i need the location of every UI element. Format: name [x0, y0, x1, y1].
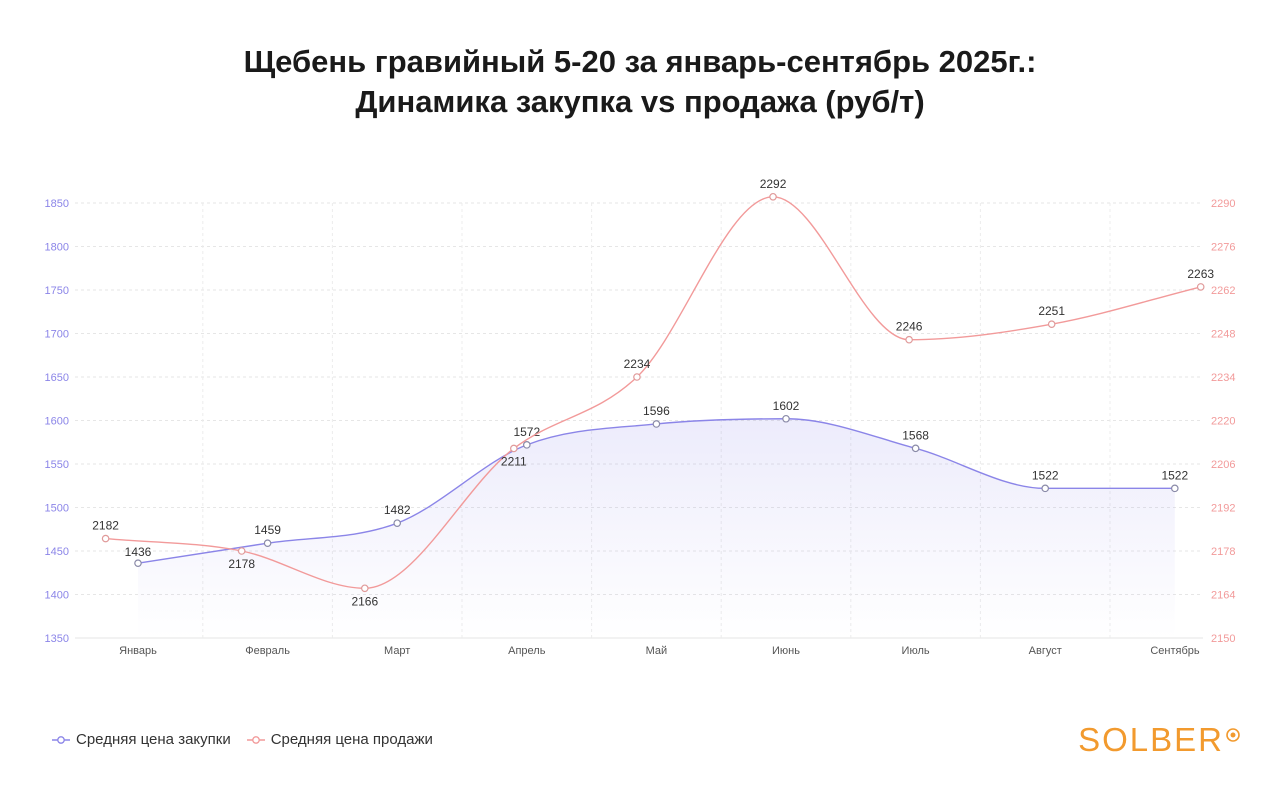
- data-label-sale: 2178: [228, 557, 255, 571]
- y-right-tick-label: 2178: [1211, 546, 1235, 558]
- legend-label-sale: Средняя цена продажи: [270, 731, 433, 748]
- legend-label-purchase: Средняя цена закупки: [76, 731, 231, 748]
- y-right-tick-label: 2262: [1211, 285, 1235, 297]
- y-right-tick-label: 2164: [1211, 590, 1235, 602]
- y-right-tick-label: 2206: [1211, 459, 1235, 471]
- data-label-purchase: 1602: [773, 399, 800, 413]
- data-point-sale: [237, 547, 246, 555]
- legend-item-sale[interactable]: Средняя цена продажи: [246, 731, 433, 748]
- data-point-sale: [905, 335, 913, 344]
- data-point-sale: [510, 444, 518, 453]
- data-label-sale: 2263: [1187, 267, 1214, 281]
- x-tick-label: Май: [646, 645, 668, 657]
- x-tick-label: Июль: [902, 645, 930, 657]
- solber-logo: SOLBER: [1078, 720, 1240, 760]
- y-right-tick-label: 2150: [1211, 633, 1235, 645]
- y-left-tick-label: 1400: [45, 590, 69, 602]
- data-label-purchase: 1522: [1032, 468, 1059, 482]
- y-right-tick-label: 2220: [1211, 416, 1235, 428]
- data-point-purchase: [1041, 484, 1050, 493]
- x-tick-label: Март: [384, 645, 410, 657]
- legend-marker-purchase-icon: [52, 735, 70, 744]
- series-line-sale: [105, 196, 1201, 589]
- legend-item-purchase[interactable]: Средняя цена закупки: [52, 731, 231, 748]
- data-point-purchase: [134, 559, 142, 567]
- y-left-tick-label: 1700: [45, 329, 69, 341]
- y-left-tick-label: 1550: [45, 459, 69, 471]
- data-point-purchase: [782, 414, 790, 423]
- y-left-tick-label: 1800: [45, 242, 69, 254]
- x-tick-label: Февраль: [245, 645, 290, 657]
- logo-sun-icon: [1226, 728, 1240, 742]
- legend: Средняя цена закупки Средняя цена продаж…: [52, 731, 433, 748]
- data-label-purchase: 1568: [902, 428, 929, 442]
- data-point-purchase: [522, 441, 531, 449]
- data-label-purchase: 1522: [1161, 468, 1188, 482]
- x-tick-label: Июнь: [772, 645, 800, 657]
- legend-marker-sale-icon: [246, 735, 265, 744]
- y-right-tick-label: 2276: [1211, 242, 1235, 254]
- data-label-purchase: 1459: [254, 523, 281, 537]
- series-area-purchase: [138, 418, 1175, 638]
- data-point-sale: [633, 373, 641, 381]
- data-label-purchase: 1596: [643, 404, 670, 418]
- data-label-purchase: 1436: [125, 545, 152, 559]
- data-point-purchase: [652, 420, 661, 428]
- chart-title: Щебень гравийный 5-20 за январь-сентябрь…: [0, 42, 1280, 122]
- data-label-sale: 2246: [896, 320, 923, 334]
- x-tick-label: Апрель: [508, 645, 546, 657]
- data-point-sale: [769, 192, 777, 201]
- y-left-tick-label: 1750: [45, 285, 69, 297]
- data-point-purchase: [1171, 484, 1179, 493]
- data-point-purchase: [393, 519, 402, 527]
- y-left-tick-label: 1850: [45, 198, 69, 210]
- y-right-tick-label: 2234: [1211, 372, 1235, 384]
- data-point-sale: [101, 534, 110, 543]
- y-left-tick-label: 1450: [45, 546, 69, 558]
- data-point-purchase: [911, 444, 920, 453]
- data-label-sale: 2292: [760, 177, 787, 191]
- y-left-tick-label: 1650: [45, 372, 69, 384]
- y-right-tick-label: 2192: [1211, 503, 1235, 515]
- x-tick-label: Сентябрь: [1150, 645, 1200, 657]
- data-point-sale: [360, 584, 369, 593]
- data-label-purchase: 1482: [384, 503, 411, 517]
- data-point-sale: [1047, 320, 1056, 328]
- y-left-tick-label: 1600: [45, 416, 69, 428]
- x-tick-label: Август: [1029, 645, 1062, 657]
- chart-title-line-1: Щебень гравийный 5-20 за январь-сентябрь…: [243, 44, 1037, 79]
- logo-text: SOLBER: [1078, 721, 1224, 758]
- y-left-tick-label: 1350: [45, 633, 69, 645]
- data-label-sale: 2182: [92, 519, 119, 533]
- data-label-purchase: 1572: [513, 425, 540, 439]
- y-right-tick-label: 2290: [1211, 198, 1235, 210]
- data-label-sale: 2211: [501, 454, 527, 468]
- y-left-tick-label: 1500: [45, 503, 69, 515]
- data-point-sale: [1196, 283, 1205, 291]
- data-point-purchase: [263, 539, 272, 547]
- data-label-sale: 2234: [624, 357, 651, 371]
- data-label-sale: 2251: [1038, 304, 1065, 318]
- y-right-tick-label: 2248: [1211, 329, 1235, 341]
- data-label-sale: 2166: [351, 594, 378, 608]
- chart-title-line-2: Динамика закупка vs продажа (руб/т): [355, 84, 925, 119]
- x-tick-label: Январь: [119, 645, 157, 657]
